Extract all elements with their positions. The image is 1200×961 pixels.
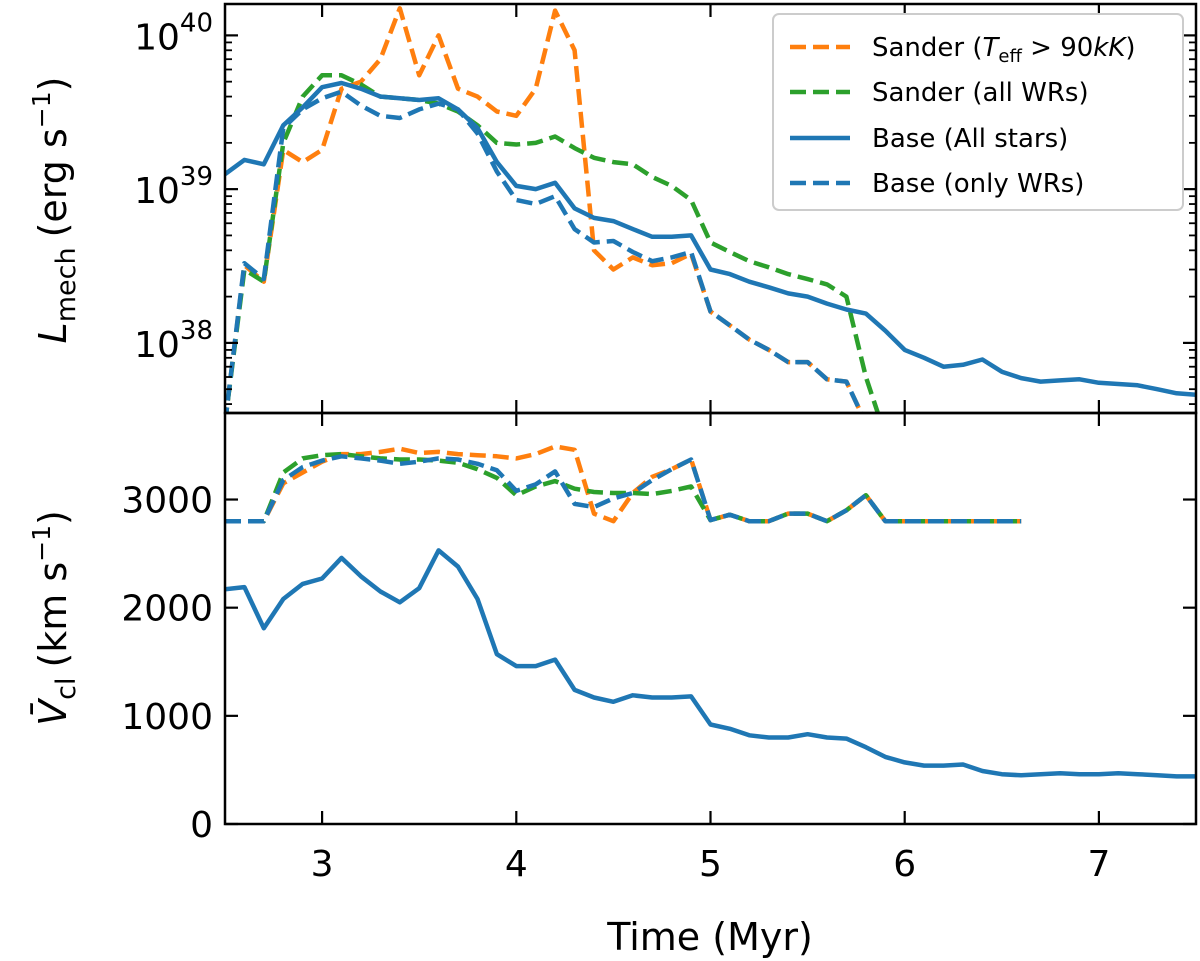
- legend-label-base-all: Base (All stars): [872, 124, 1068, 154]
- bottom-ylabel-unit-exp: −1: [27, 525, 56, 562]
- legend: Sander (Teff > 90kK) Sander (all WRs) Ba…: [772, 13, 1184, 211]
- bottom-y-tick-label: 0: [190, 805, 213, 846]
- bottom-y-tick-label: 1000: [121, 697, 213, 738]
- top-y-axis-title: Lmech (erg s−1): [27, 77, 82, 344]
- top-ylabel-unit: (erg s: [31, 128, 75, 237]
- x-tick-label: 6: [893, 844, 916, 885]
- bottom-ylabel-unit: (km s: [31, 562, 75, 668]
- x-tick-label: 3: [311, 844, 334, 885]
- panel-bottom: 0 1000 2000 3000 3 4 5 6 7 V̄cl (km s−1) Time (M…: [27, 411, 1198, 959]
- bottom-ylabel-unit-close: ): [31, 510, 75, 525]
- bottom-ylabel-sub: cl: [51, 678, 82, 700]
- bottom-y-tick-label: 3000: [121, 481, 213, 522]
- x-tick-label: 5: [699, 844, 722, 885]
- top-y-tick-label: 1040: [134, 8, 213, 58]
- top-ylabel-sub: mech: [51, 247, 82, 322]
- top-series-group: [225, 6, 1196, 413]
- bottom-axes-frame: [223, 411, 1198, 826]
- panel-top: 1038 1039 1040 Lmech (erg s−1) Sander (Teff…: [27, 2, 1198, 415]
- legend-label-sander-all: Sander (all WRs): [872, 78, 1089, 108]
- series-line-sander-all-wrs: [225, 451, 1022, 524]
- series-line-sander-t-eff-90kk: [225, 6, 864, 413]
- x-tick-label: 7: [1087, 844, 1110, 885]
- x-axis-title: Time (Myr): [606, 915, 813, 959]
- top-y-tick-label: 1038: [134, 316, 213, 366]
- legend-box: [772, 13, 1184, 211]
- bottom-x-axis: 3 4 5 6 7: [311, 413, 1110, 885]
- series-line-base-all-stars: [225, 548, 1196, 779]
- bottom-series-group: [225, 444, 1196, 779]
- series-line-base-only-wrs: [225, 454, 1022, 524]
- bottom-y-tick-label: 2000: [121, 589, 213, 630]
- bottom-ylabel-symbol: V̄: [31, 697, 75, 726]
- x-tick-label: 4: [505, 844, 528, 885]
- legend-label-base-wr: Base (only WRs): [872, 169, 1084, 199]
- series-line-base-only-wrs: [225, 89, 864, 413]
- top-y-tick-label: 1039: [134, 162, 213, 212]
- top-ylabel-unit-close: ): [31, 77, 75, 92]
- series-line-base-all-stars: [225, 80, 1196, 398]
- legend-label-sander-teff: Sander (Teff > 90kK): [872, 33, 1136, 67]
- bottom-y-axis-title: V̄cl (km s−1): [27, 510, 82, 726]
- top-ylabel-unit-exp: −1: [27, 91, 56, 128]
- series-line-sander-all-wrs: [225, 73, 881, 413]
- bottom-y-axis: 0 1000 2000 3000: [121, 481, 1196, 846]
- top-ylabel-symbol: L: [31, 322, 75, 343]
